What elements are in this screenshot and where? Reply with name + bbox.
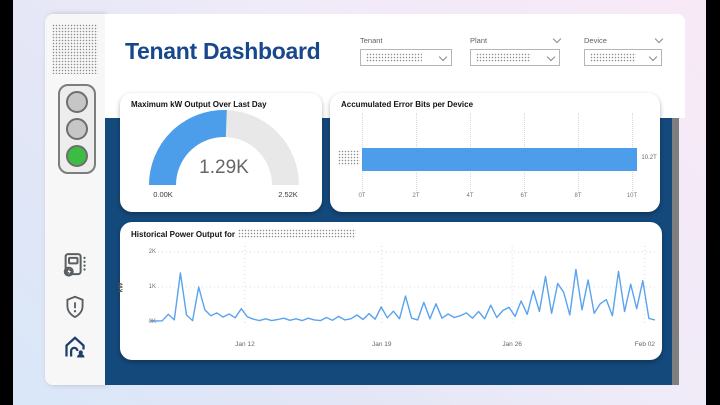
bar-x-tick: 10T: [626, 193, 638, 199]
line-chart-title-redacted: [238, 229, 357, 238]
line-chart-title-text: Historical Power Output for: [131, 230, 236, 239]
dashboard: Tenant Dashboard Tenant Plant Device: [45, 14, 685, 385]
filter-tenant-dropdown[interactable]: [360, 49, 452, 66]
traffic-lamp-off: [66, 91, 88, 113]
line-chart: [150, 246, 656, 326]
chevron-down-icon: [648, 52, 658, 61]
gauge-min-label: 0.00K: [153, 190, 173, 199]
bar-device-errors[interactable]: [362, 148, 638, 171]
gauge-max-label: 2.52K: [278, 190, 298, 199]
chevron-down-icon[interactable]: [654, 34, 664, 44]
gauge-title: Maximum kW Output Over Last Day: [131, 100, 267, 109]
sidebar-item-charger[interactable]: [60, 251, 90, 281]
bar-value-label: 10.2T: [641, 155, 657, 161]
chevron-down-icon: [438, 52, 448, 61]
line-x-tick: Feb 02: [634, 341, 656, 348]
shield-alert-icon: [61, 295, 89, 325]
filter-tenant-value-redacted: [366, 53, 422, 62]
bar-plot-area: 10.2T: [362, 113, 657, 191]
filter-tenant: Tenant: [360, 34, 452, 66]
filter-device-dropdown[interactable]: [584, 49, 662, 66]
bar-chart-title: Accumulated Error Bits per Device: [341, 100, 474, 109]
bar-x-tick: 2T: [412, 193, 420, 199]
line-chart-title: Historical Power Output for: [131, 229, 357, 239]
filter-plant-label: Plant: [470, 35, 488, 45]
filter-tenant-label: Tenant: [360, 35, 383, 45]
bar-category-redacted: [338, 150, 360, 166]
line-y-tick: 1K: [148, 284, 156, 290]
ev-charger-icon: [60, 253, 90, 285]
chevron-down-icon: [546, 52, 556, 61]
bar-x-tick: 4T: [466, 193, 474, 199]
letterbox-right: [706, 0, 720, 405]
filter-device: Device: [584, 34, 664, 66]
traffic-lamp-off: [66, 118, 88, 140]
filter-plant-dropdown[interactable]: [470, 49, 560, 66]
gauge-card[interactable]: Maximum kW Output Over Last Day 1.29K 0.…: [120, 93, 322, 212]
line-chart-card[interactable]: Historical Power Output for kW 2K 1K 0K Jan…: [117, 222, 662, 360]
filter-plant-value-redacted: [476, 53, 531, 62]
line-x-tick: Jan 19: [372, 341, 392, 348]
bar-x-tick: 8T: [574, 193, 582, 199]
line-x-tick: Jan 26: [502, 341, 522, 348]
gauge-value: 1.29K: [199, 157, 249, 178]
logo-redacted: [52, 24, 98, 74]
chevron-down-icon[interactable]: [552, 34, 562, 44]
home-user-icon: [60, 336, 90, 366]
bar-x-tick: 0T: [358, 193, 366, 199]
line-y-tick: 2K: [148, 249, 156, 255]
scrollbar[interactable]: [672, 118, 679, 385]
bar-chart-card[interactable]: Accumulated Error Bits per Device 10.2T …: [330, 93, 660, 212]
filter-device-value-redacted: [590, 53, 637, 62]
traffic-light-indicator: [58, 84, 96, 174]
traffic-lamp-on: [66, 145, 88, 167]
header: Tenant Dashboard Tenant Plant Device: [105, 14, 685, 118]
filter-device-label: Device: [584, 35, 607, 45]
page-title: Tenant Dashboard: [125, 38, 321, 64]
filter-plant: Plant: [470, 34, 562, 66]
letterbox-left: [0, 0, 13, 405]
line-y-tick: 0K: [148, 319, 156, 325]
line-x-tick: Jan 12: [235, 341, 255, 348]
sidebar-item-home[interactable]: [60, 332, 90, 362]
bar-x-tick: 6T: [520, 193, 528, 199]
sidebar: [45, 14, 105, 385]
sidebar-item-alerts[interactable]: [61, 293, 89, 321]
gauge-chart: [149, 110, 299, 186]
